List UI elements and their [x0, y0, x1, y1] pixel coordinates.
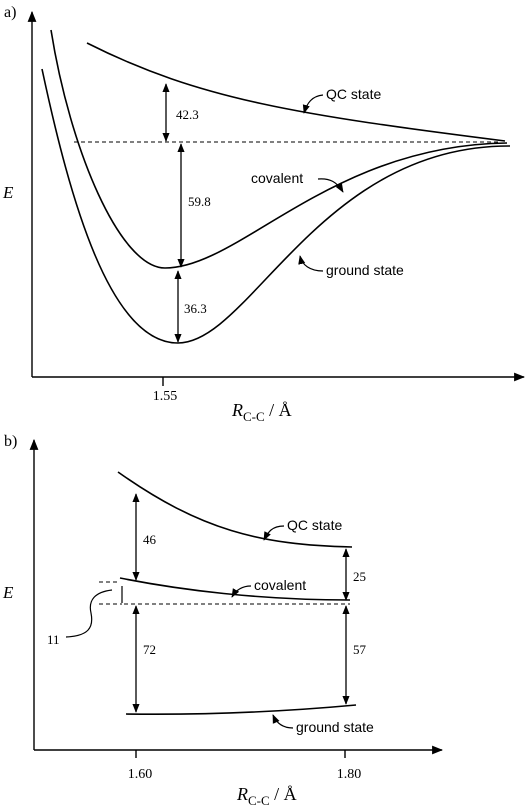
panel-b-covalent-leader — [231, 585, 252, 598]
panel-b-qc-label: QC state — [287, 517, 342, 533]
panel-a-ground-label: ground state — [326, 262, 404, 278]
panel-b-qc-curve — [117, 471, 353, 548]
panel-b-small-gap-leader — [65, 589, 113, 638]
panel-a-y-label: E — [2, 183, 14, 202]
panel-b-x-label-main: R — [236, 784, 248, 804]
panel-b-ground-curve — [125, 704, 357, 715]
panel-b-x-tick-label-2: 1.80 — [337, 767, 362, 782]
panel-b-ground-leader — [272, 714, 294, 729]
panel-a-x-label-main: R — [231, 400, 243, 420]
panel-b-x-label-unit: / Å — [270, 784, 297, 804]
panel-a-qc-label: QC state — [326, 86, 381, 102]
panel-a-x-tick-label: 1.55 — [153, 389, 178, 404]
panel-a-qc-leader — [302, 94, 324, 114]
panel-a-x-label: RC-C / Å — [231, 400, 292, 424]
panel-a-x-label-sub: C-C — [243, 409, 265, 424]
panel-b: b) E 1.60 1.80 RC-C / Å 11 46 72 — [2, 433, 444, 806]
panel-a-tag: a) — [4, 4, 16, 21]
panel-b-right-gap-ground-label: 57 — [353, 642, 367, 657]
panel-b-ground-label: ground state — [296, 719, 374, 735]
panel-a-x-label-unit: / Å — [265, 400, 292, 420]
panel-a-gap-covalent-label: 59.8 — [188, 194, 211, 209]
panel-b-x-tick-label-1: 1.60 — [128, 767, 153, 782]
panel-b-right-gap-qc-label: 25 — [353, 569, 366, 584]
panel-b-small-gap-label: 11 — [47, 632, 60, 647]
panel-a-gap-ground-label: 36.3 — [184, 301, 207, 316]
panel-a-covalent-curve — [50, 29, 508, 269]
panel-b-qc-leader — [263, 525, 285, 541]
panel-a-covalent-leader — [317, 178, 344, 193]
panel-b-tag: b) — [4, 433, 17, 450]
panel-a-gap-qc-label: 42.3 — [176, 107, 199, 122]
panel-b-y-label: E — [2, 583, 14, 602]
panel-b-covalent-label: covalent — [254, 577, 306, 593]
panel-a-covalent-label: covalent — [251, 170, 303, 186]
panel-b-covalent-curve — [119, 577, 351, 601]
panel-b-x-label: RC-C / Å — [236, 784, 297, 806]
panel-b-left-gap-ground-label: 72 — [143, 642, 156, 657]
panel-a-qc-curve — [86, 42, 506, 142]
panel-a-ground-curve — [41, 68, 511, 344]
panel-a-ground-leader — [298, 255, 324, 272]
panel-a: a) E 1.55 RC-C / Å 42.3 59.8 36.3 QC sta… — [2, 4, 526, 424]
panel-b-x-label-sub: C-C — [248, 793, 270, 806]
panel-b-left-gap-qc-label: 46 — [143, 532, 157, 547]
